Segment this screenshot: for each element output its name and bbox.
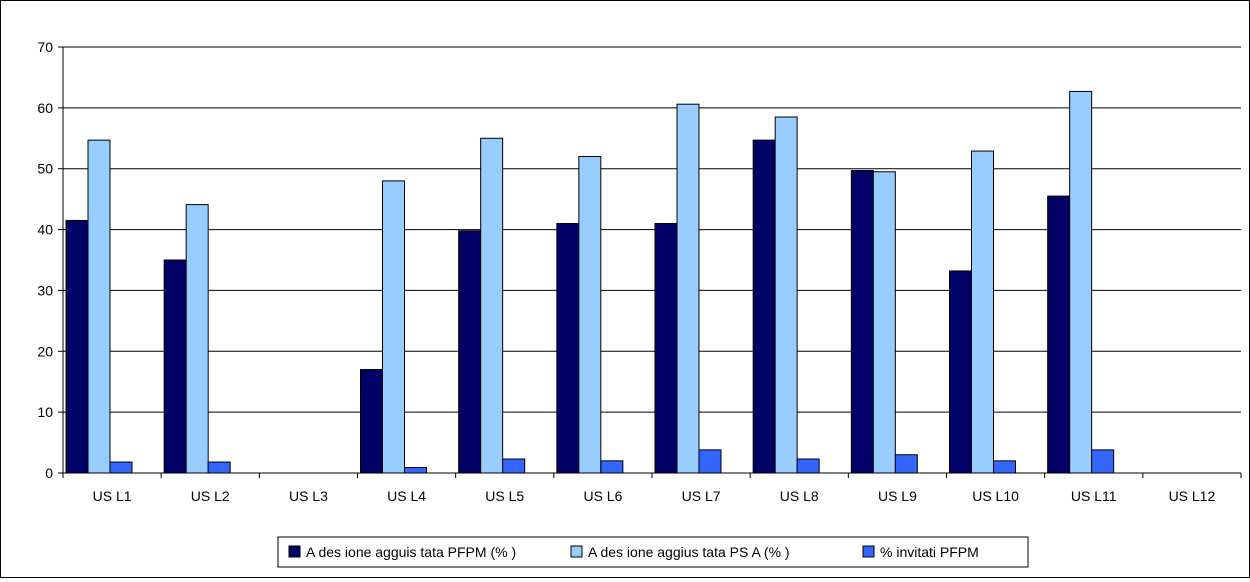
bar-series-2-usl9 <box>872 171 896 474</box>
x-tick-label: US L7 <box>682 488 721 504</box>
legend-label: A des ione agguis tata PFPM (% ) <box>306 544 516 560</box>
x-tick-label: US L12 <box>1169 488 1216 504</box>
bar-series-3-usl10 <box>993 460 1016 474</box>
x-tick-label: US L10 <box>972 488 1019 504</box>
bar-series-3-usl9 <box>894 454 918 474</box>
bar-series-1-usl11 <box>1047 195 1071 474</box>
legend-box <box>277 536 1029 568</box>
legend-swatch <box>862 545 875 558</box>
bar-series-2-usl8 <box>774 116 798 474</box>
x-tick-label: US L2 <box>191 488 230 504</box>
bar-series-3-usl2 <box>207 461 231 474</box>
bar-series-1-usl9 <box>850 170 874 474</box>
x-tick-label: US L5 <box>485 488 524 504</box>
legend-swatch <box>288 545 301 558</box>
bar-series-1-usl10 <box>949 270 972 474</box>
bar-series-3-usl1 <box>109 461 133 474</box>
bar-series-1-usl6 <box>556 222 580 474</box>
y-tick-label: 70 <box>37 39 53 55</box>
bar-series-3-usl7 <box>698 449 722 474</box>
legend-label: % invitati PFPM <box>880 544 979 560</box>
bars <box>65 90 1115 474</box>
bar-series-1-usl8 <box>752 139 776 474</box>
y-tick-label: 0 <box>45 465 53 481</box>
bar-series-2-usl11 <box>1069 90 1093 474</box>
legend-swatch <box>570 545 583 558</box>
x-tick-label: US L9 <box>878 488 917 504</box>
bar-series-1-usl4 <box>360 369 383 474</box>
bar-series-1-usl2 <box>163 259 187 474</box>
bar-series-2-usl4 <box>382 180 405 474</box>
y-tick-label: 50 <box>37 161 53 177</box>
bar-series-1-usl5 <box>458 230 482 474</box>
x-tick-label: US L11 <box>1071 488 1117 504</box>
bar-series-3-usl8 <box>796 458 820 474</box>
axes: 0 10 20 30 40 50 60 70 US L1 US L2 US L3 US L4 US L5… <box>37 39 1242 504</box>
bar-series-2-usl5 <box>480 137 504 474</box>
y-tick-label: 60 <box>37 100 53 116</box>
x-tick-label: US L6 <box>583 488 622 504</box>
x-tick-label: US L8 <box>780 488 819 504</box>
bar-series-3-usl11 <box>1091 449 1115 474</box>
bar-series-2-usl7 <box>676 103 700 474</box>
gridlines <box>63 46 1241 413</box>
legend: A des ione agguis tata PFPM (% ) A des io… <box>277 536 1029 568</box>
bar-series-1-usl7 <box>654 222 678 474</box>
bar-series-3-usl5 <box>502 458 526 474</box>
x-tick-label: US L3 <box>289 488 328 504</box>
x-tick-label: US L4 <box>387 488 426 504</box>
x-tick-label: US L1 <box>93 488 132 504</box>
y-tick-label: 30 <box>37 282 53 298</box>
y-tick-label: 10 <box>37 404 53 420</box>
y-tick-label: 20 <box>37 343 53 359</box>
bar-series-2-usl10 <box>971 150 994 474</box>
bar-series-1-usl1 <box>65 219 89 474</box>
bar-series-2-usl1 <box>87 139 111 474</box>
y-tick-label: 40 <box>37 222 53 238</box>
bar-series-2-usl6 <box>578 156 602 474</box>
bar-series-2-usl2 <box>185 204 209 474</box>
bar-series-3-usl4 <box>404 467 427 474</box>
bar-series-3-usl6 <box>600 460 624 474</box>
legend-label: A des ione aggius tata PS A (% ) <box>588 544 790 560</box>
